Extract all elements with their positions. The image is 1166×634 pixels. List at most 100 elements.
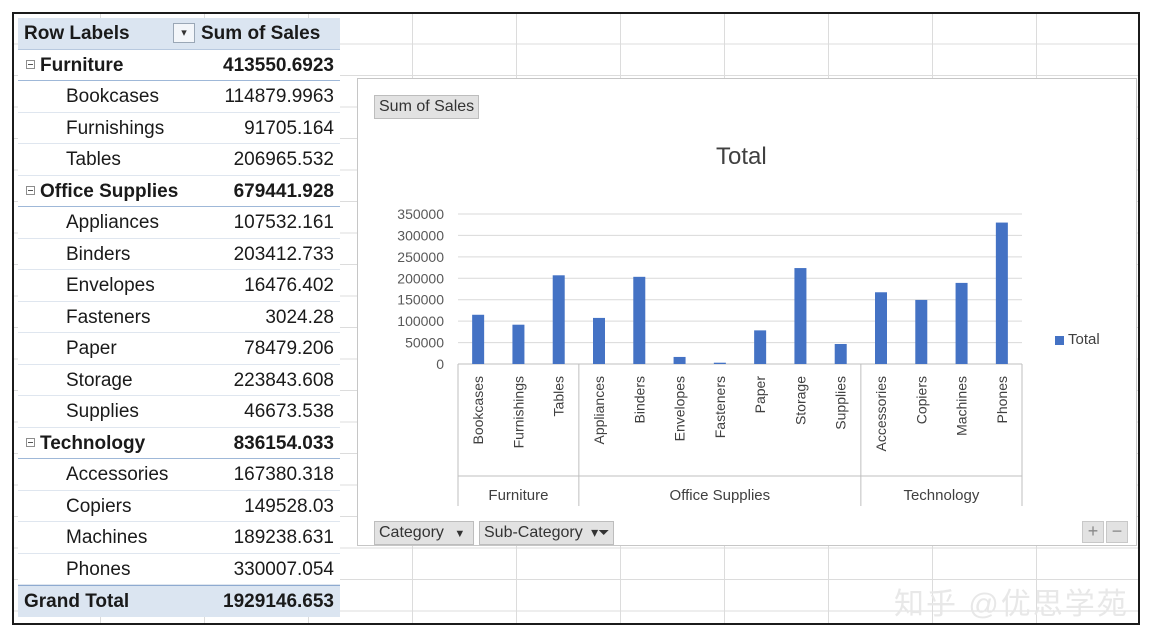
y-tick-label: 0 <box>436 356 444 372</box>
y-tick-label: 50000 <box>405 335 444 351</box>
pivot-row-label: Accessories <box>66 464 169 485</box>
pivot-chart[interactable]: Sum of Sales Total 0 50000 100000 150000 200… <box>357 78 1137 546</box>
pivot-row-label: Storage <box>66 369 133 391</box>
bar-copiers <box>915 299 928 364</box>
pivot-row-label: Appliances <box>66 212 159 233</box>
expand-field-button[interactable]: + <box>1082 521 1104 543</box>
x-category-label: Machines <box>954 376 970 436</box>
pivot-subcategory-row: Bookcases 114879.9963 <box>18 81 340 113</box>
pivot-subcategory-row: Copiers 149528.03 <box>18 490 340 522</box>
collapse-toggle-icon[interactable] <box>26 185 35 195</box>
row-labels-filter-button[interactable]: ▾ <box>173 23 195 43</box>
dropdown-arrow-icon: ▼ <box>454 528 466 540</box>
pivot-row-label: Binders <box>66 243 131 265</box>
pivot-row-label: Furnishings <box>66 117 165 139</box>
pivot-row-label: Technology <box>40 432 146 454</box>
pivot-row-value: 413550.6923 <box>223 54 334 76</box>
pivot-body: Furniture 413550.6923 Bookcases 114879.9963… <box>18 49 340 585</box>
pivot-row-value: 91705.164 <box>244 117 334 139</box>
grand-total-label: Grand Total <box>24 591 130 612</box>
y-tick-label: 300000 <box>397 227 444 243</box>
pivot-row-label: Paper <box>66 338 117 359</box>
pivot-category-row: Furniture 413550.6923 <box>18 49 340 81</box>
pivot-row-value: 78479.206 <box>244 338 334 359</box>
pivot-row-label: Bookcases <box>66 86 159 107</box>
pivot-subcategory-row: Fasteners 3024.28 <box>18 301 340 333</box>
bar-furnishings <box>512 324 525 364</box>
pivot-row-value: 167380.318 <box>233 464 334 485</box>
watermark-text: 知乎 @优思学苑 <box>894 588 1129 621</box>
collapse-toggle-icon[interactable] <box>26 59 35 69</box>
pivot-row-label: Phones <box>66 558 131 580</box>
y-tick-label: 100000 <box>397 313 444 329</box>
grand-total-value: 1929146.653 <box>223 591 334 612</box>
excel-sheet-frame: Row Labels ▾ Sum of Sales Furniture 41355… <box>12 12 1140 625</box>
pivot-row-label: Machines <box>66 527 148 548</box>
legend-swatch-icon <box>1055 335 1064 345</box>
pivot-subcategory-row: Storage 223843.608 <box>18 364 340 396</box>
x-category-label: Appliances <box>591 376 607 445</box>
filter-funnel-icon: ▾⏷ <box>591 524 610 540</box>
pivot-header-row: Row Labels ▾ Sum of Sales <box>18 18 340 50</box>
pivot-row-label: Office Supplies <box>40 180 179 202</box>
bar-envelopes <box>673 356 686 364</box>
pivot-row-value: 16476.402 <box>244 275 334 296</box>
pivot-subcategory-row: Tables 206965.532 <box>18 144 340 176</box>
y-tick-label: 250000 <box>397 249 444 265</box>
x-category-label: Fasteners <box>712 376 728 438</box>
sub-category-field-label: Sub-Category <box>484 524 583 541</box>
bar-supplies <box>834 343 847 364</box>
chart-legend[interactable]: Total <box>1055 331 1100 348</box>
legend-label: Total <box>1068 331 1100 348</box>
collapse-toggle-icon[interactable] <box>26 437 35 447</box>
bar-fasteners <box>713 362 726 364</box>
x-category-label: Envelopes <box>672 376 688 441</box>
pivot-subcategory-row: Appliances 107532.161 <box>18 207 340 239</box>
x-category-label: Binders <box>631 376 647 423</box>
pivot-row-value: 679441.928 <box>233 180 334 202</box>
grand-total-row: Grand Total 1929146.653 <box>18 585 340 617</box>
pivot-row-label: Copiers <box>66 495 132 517</box>
pivot-table: Row Labels ▾ Sum of Sales Furniture 41355… <box>18 18 340 617</box>
pivot-category-row: Technology 836154.033 <box>18 427 340 459</box>
x-category-label: Supplies <box>833 376 849 430</box>
category-field-button[interactable]: Category ▼ <box>374 521 475 545</box>
pivot-subcategory-row: Furnishings 91705.164 <box>18 112 340 144</box>
pivot-row-label: Envelopes <box>66 275 155 296</box>
pivot-row-label: Tables <box>66 149 121 170</box>
pivot-subcategory-row: Supplies 46673.538 <box>18 396 340 428</box>
y-tick-label: 150000 <box>397 292 444 308</box>
x-category-label: Bookcases <box>470 376 486 444</box>
sum-of-sales-header: Sum of Sales <box>201 23 321 44</box>
bar-tables <box>552 275 565 364</box>
pivot-row-value: 114879.9963 <box>224 86 334 107</box>
pivot-row-value: 836154.033 <box>233 432 334 454</box>
bar-storage <box>794 268 807 364</box>
pivot-row-value: 223843.608 <box>233 369 334 391</box>
pivot-category-row: Office Supplies 679441.928 <box>18 175 340 207</box>
sub-category-field-button[interactable]: Sub-Category ▾⏷ <box>479 521 615 545</box>
pivot-row-value: 46673.538 <box>244 401 334 422</box>
pivot-row-value: 330007.054 <box>233 558 334 580</box>
x-category-label: Paper <box>752 376 768 414</box>
bar-machines <box>955 282 968 364</box>
sum-of-sales-field-button[interactable]: Sum of Sales <box>374 95 480 119</box>
y-tick-label: 350000 <box>397 206 444 222</box>
x-group-label: Office Supplies <box>670 487 771 504</box>
pivot-subcategory-row: Envelopes 16476.402 <box>18 270 340 302</box>
collapse-field-button[interactable]: − <box>1106 521 1128 543</box>
pivot-row-value: 203412.733 <box>233 243 334 265</box>
x-category-label: Copiers <box>913 376 929 424</box>
bar-paper <box>754 330 767 364</box>
x-category-label: Phones <box>994 376 1010 423</box>
row-labels-header: Row Labels <box>24 23 130 44</box>
pivot-subcategory-row: Machines 189238.631 <box>18 522 340 554</box>
pivot-row-value: 3024.28 <box>265 306 334 328</box>
bar-appliances <box>593 317 605 364</box>
pivot-row-label: Fasteners <box>66 306 151 328</box>
bar-phones <box>995 222 1008 364</box>
pivot-subcategory-row: Binders 203412.733 <box>18 238 340 270</box>
chart-plot-area: 0 50000 100000 150000 200000 250000 300000 3500… <box>397 206 1023 506</box>
x-category-label: Storage <box>792 376 808 425</box>
y-tick-label: 200000 <box>397 270 444 286</box>
